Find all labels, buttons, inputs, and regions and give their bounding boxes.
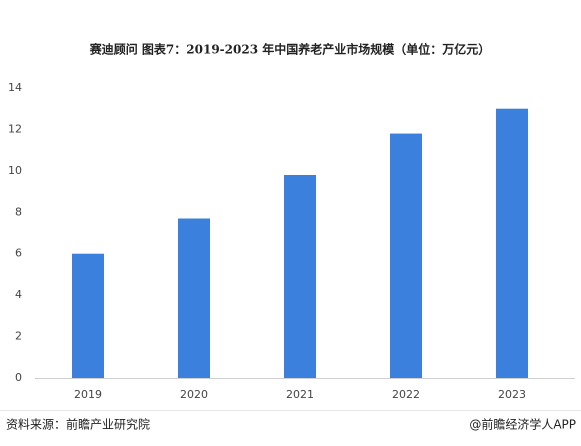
- source-note: 资料来源：前瞻产业研究院: [6, 417, 150, 432]
- x-tick-label: 2022: [392, 388, 420, 401]
- bar: [390, 133, 422, 378]
- x-tick-label: 2019: [74, 388, 102, 401]
- bar: [178, 218, 210, 378]
- y-tick-label: 14: [8, 81, 22, 94]
- bar: [284, 175, 316, 378]
- bar: [496, 108, 528, 378]
- chart-title: 赛迪顾问 图表7：2019-2023 年中国养老产业市场规模（单位：万亿元）: [89, 42, 491, 57]
- x-tick-label: 2021: [286, 388, 314, 401]
- y-tick-label: 8: [15, 205, 22, 218]
- y-tick-label: 2: [15, 330, 22, 343]
- y-tick-label: 4: [15, 288, 22, 301]
- y-tick-label: 10: [8, 164, 22, 177]
- y-tick-label: 12: [8, 122, 22, 135]
- y-tick-label: 6: [15, 247, 22, 260]
- y-tick-label: 0: [15, 371, 22, 384]
- x-tick-label: 2023: [498, 388, 526, 401]
- bar: [72, 253, 104, 378]
- credit-note: @前瞻经济学人APP: [469, 417, 576, 432]
- x-tick-label: 2020: [180, 388, 208, 401]
